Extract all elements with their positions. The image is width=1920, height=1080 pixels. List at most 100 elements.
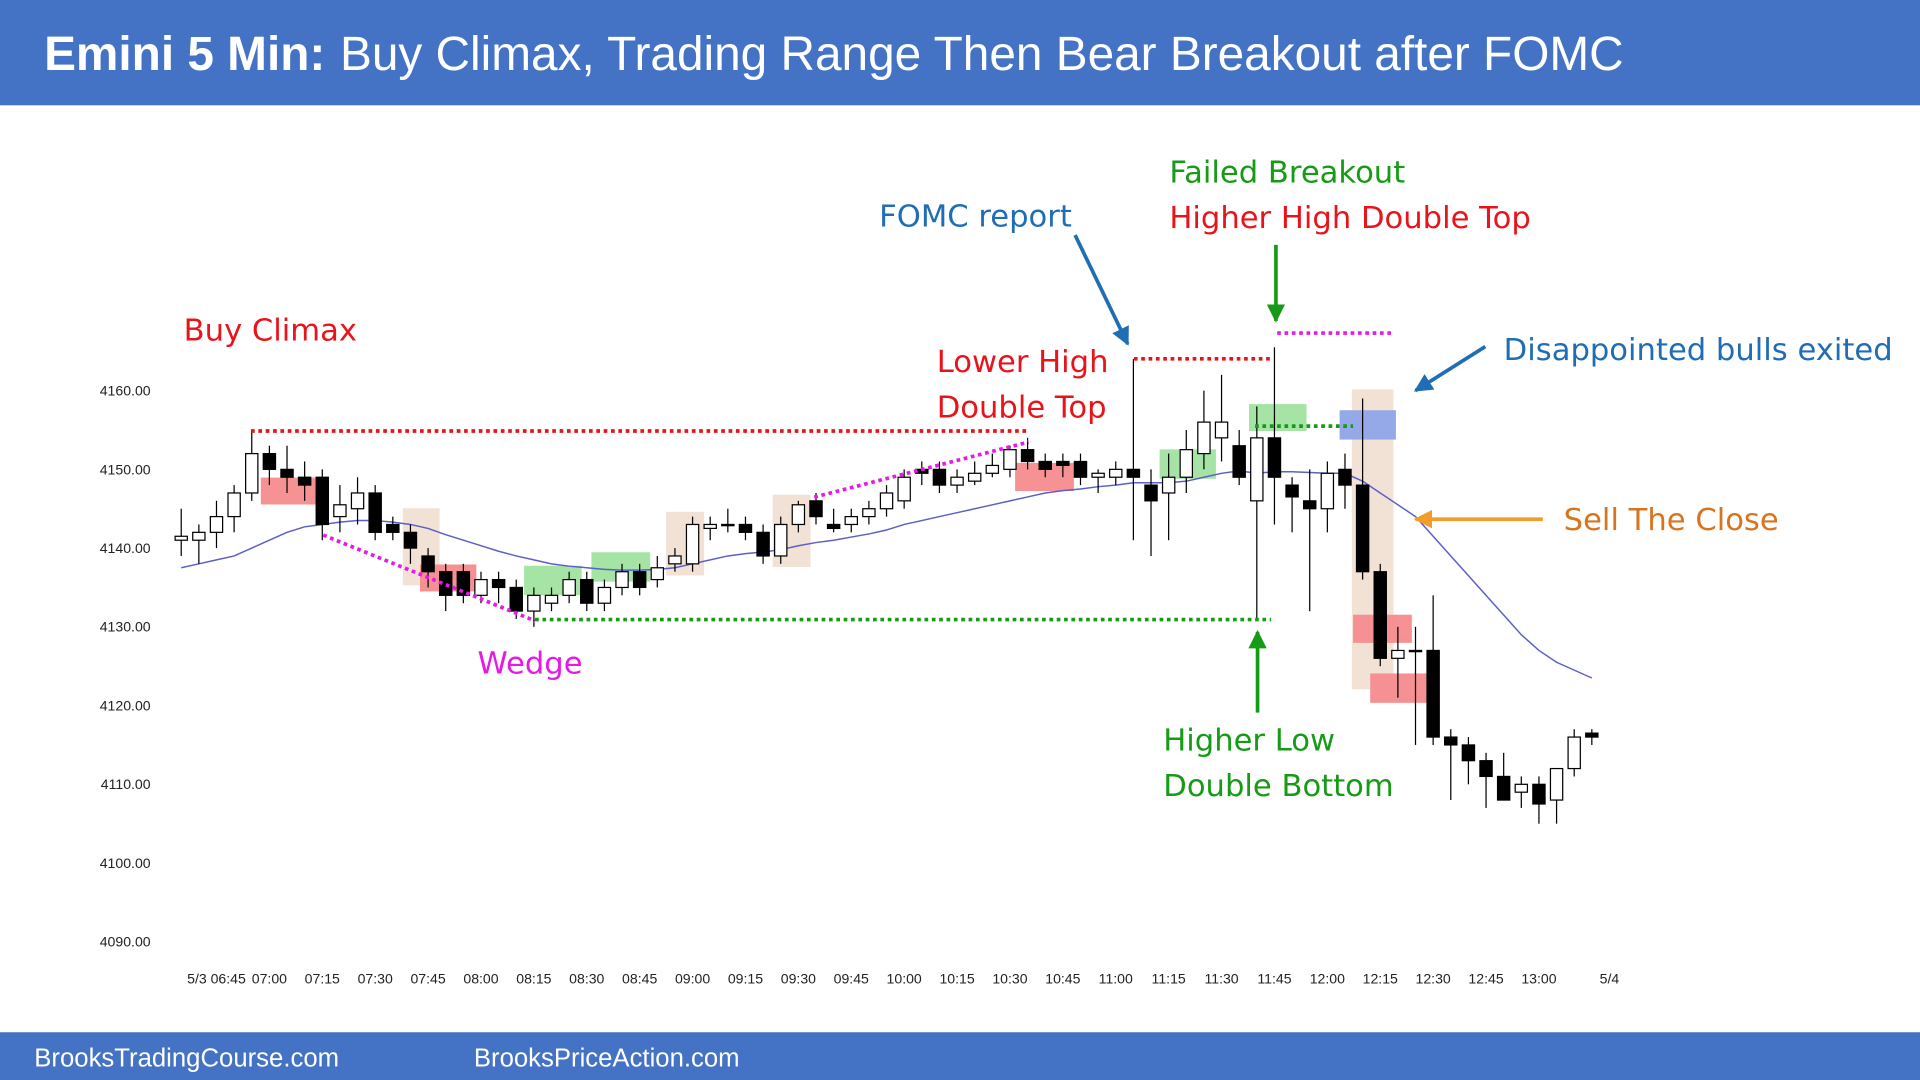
candle-body [1585, 732, 1599, 738]
x-tick-label: 09:45 [834, 970, 869, 986]
x-tick-label: 08:00 [463, 970, 498, 986]
candle-body [597, 586, 612, 604]
highlight-box [1370, 673, 1428, 703]
candle-body [1250, 437, 1264, 502]
candle-body [1549, 767, 1564, 801]
candle-body [1408, 649, 1423, 653]
x-tick-label: 11:30 [1204, 970, 1238, 986]
candle-body [615, 571, 629, 589]
annotation: Wedge [478, 646, 583, 681]
x-tick-label: 08:15 [516, 970, 551, 986]
x-tick-label: 07:00 [252, 970, 287, 986]
candle-body [315, 476, 330, 526]
candle-body [1373, 571, 1387, 659]
candle-body [703, 523, 717, 530]
x-tick-label: 10:30 [992, 970, 1027, 986]
annotation: Disappointed bulls exited [1504, 333, 1893, 368]
candle-body [1126, 468, 1141, 478]
candle-body [650, 567, 665, 581]
candle-body [756, 531, 770, 557]
candle-body [1197, 421, 1211, 455]
candle-body [403, 531, 418, 549]
candle-body [721, 523, 735, 527]
candle-body [1496, 775, 1511, 801]
x-tick-label: 5/4 [1600, 970, 1620, 986]
candle-body [1444, 736, 1458, 746]
candle-body [1179, 449, 1194, 478]
annotation: Buy Climax [184, 313, 357, 348]
candle-body [791, 504, 806, 526]
candle-body [738, 523, 753, 533]
candle-body [421, 555, 435, 573]
annotations: Buy Climax Wedge Lower High Double Top F… [184, 155, 1893, 803]
highlights [260, 389, 1428, 703]
candle-body [209, 515, 224, 533]
candle-body [685, 523, 700, 565]
annotation: Failed Breakout [1169, 155, 1405, 190]
candle-body [527, 594, 541, 612]
x-tick-label: 10:45 [1045, 970, 1080, 986]
candle-body [509, 586, 523, 612]
candle-body [862, 508, 876, 518]
y-tick-label: 4110.00 [101, 776, 151, 792]
candle-body [1479, 760, 1493, 778]
candle-body [1161, 476, 1176, 494]
x-tick-label: 09:30 [781, 970, 816, 986]
x-tick-label: 08:30 [569, 970, 604, 986]
x-tick-label: 13:00 [1521, 970, 1556, 986]
candle-body [1073, 460, 1088, 478]
x-tick-label: 11:45 [1257, 970, 1291, 986]
candle-body [1320, 472, 1335, 510]
y-tick-label: 4140.00 [100, 540, 151, 556]
candle-body [262, 452, 277, 470]
annotation: Lower High [937, 345, 1109, 380]
arrow [1413, 344, 1487, 393]
footer-text: BrooksTradingCourse.com [34, 1045, 339, 1073]
candle-body [280, 468, 294, 478]
candle-body [1285, 484, 1299, 498]
candle-body [1338, 468, 1352, 486]
annotation: Higher Low [1163, 724, 1335, 759]
y-tick-label: 4120.00 [100, 697, 151, 713]
candle-body [333, 504, 347, 518]
annotation: Sell The Close [1564, 503, 1779, 538]
candle-body [1391, 649, 1405, 659]
x-tick-label: 10:00 [887, 970, 922, 986]
candle-body [826, 523, 841, 530]
candle-body [1144, 484, 1158, 502]
x-tick-label: 12:45 [1468, 970, 1503, 986]
x-tick-label: 10:15 [939, 970, 974, 986]
candle-body [809, 500, 823, 518]
x-tick-label: 08:45 [622, 970, 657, 986]
arrow [1073, 234, 1130, 346]
x-tick-label: 07:15 [305, 970, 340, 986]
candle-body [1426, 649, 1440, 738]
x-tick-label: 12:00 [1310, 970, 1345, 986]
candle-body [879, 492, 894, 510]
candle-body [474, 578, 488, 596]
candle-body [1038, 460, 1052, 470]
candle-body [1056, 460, 1070, 467]
candle-body [227, 492, 241, 518]
footer-text: BrooksPriceAction.com [474, 1045, 740, 1073]
x-tick-label: 09:00 [675, 970, 710, 986]
x-tick-label: 07:45 [410, 970, 445, 986]
candle-body [897, 476, 911, 502]
arrows [1073, 234, 1543, 713]
candle-body [1091, 472, 1105, 478]
x-tick-label: 12:30 [1416, 970, 1451, 986]
y-tick-label: 4160.00 [100, 383, 151, 399]
moving-average [181, 470, 1593, 679]
candle-body [668, 555, 682, 565]
guide-line [813, 440, 1030, 499]
y-tick-label: 4150.00 [100, 461, 151, 477]
candle-body [174, 535, 188, 541]
candle-body [491, 578, 506, 589]
candle-body [1567, 736, 1581, 770]
guide-line [322, 533, 536, 623]
candle-body [950, 476, 964, 486]
annotation: Double Top [937, 391, 1107, 426]
footer-bar [0, 1032, 1920, 1080]
candle-body [844, 515, 859, 526]
